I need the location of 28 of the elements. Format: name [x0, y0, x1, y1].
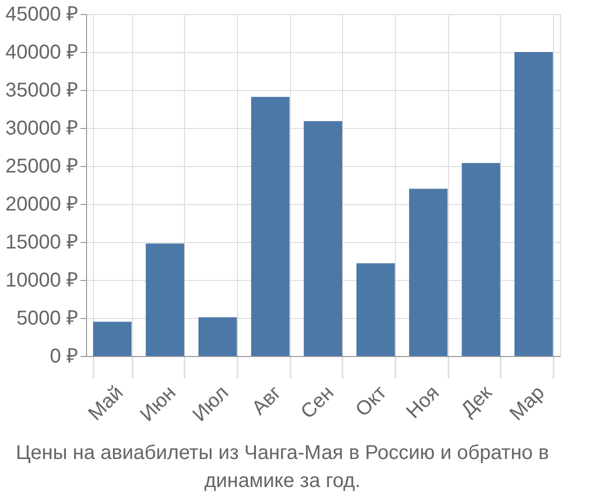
y-tick-label: 25000 ₽ — [5, 156, 78, 178]
bar — [93, 322, 132, 356]
text: Цены на авиабилеты из Чанга-Мая в Россию и обратно в динамике за год. — [16, 442, 549, 492]
y-tick-label: 35000 ₽ — [5, 80, 78, 102]
x-tick-label: Мар — [506, 382, 550, 426]
bar — [198, 317, 237, 356]
y-tick-label: 20000 ₽ — [5, 194, 78, 216]
y-tick-label: 5000 ₽ — [16, 308, 78, 330]
bar — [514, 52, 553, 356]
x-tick-label: Сен — [296, 382, 338, 424]
bar — [356, 263, 395, 356]
x-tick-label: Авг — [248, 382, 286, 420]
bar — [304, 121, 342, 356]
x-tick-label: Окт — [352, 382, 392, 422]
bar — [146, 244, 184, 356]
bar — [462, 162, 500, 356]
bar — [409, 188, 448, 356]
y-tick-label: 45000 ₽ — [5, 4, 78, 26]
x-tick-label: Ноя — [402, 382, 444, 424]
bar — [251, 96, 290, 356]
x-tick-label: Июл — [188, 382, 234, 426]
x-tick-label: Дек — [457, 382, 497, 421]
y-tick-label: 40000 ₽ — [5, 42, 78, 64]
y-tick-label: 15000 ₽ — [5, 232, 78, 254]
y-tick-label: 0 ₽ — [50, 346, 78, 368]
x-tick-label: Июн — [136, 382, 180, 426]
y-tick-label: 30000 ₽ — [5, 118, 78, 140]
y-tick-label: 10000 ₽ — [5, 270, 78, 292]
